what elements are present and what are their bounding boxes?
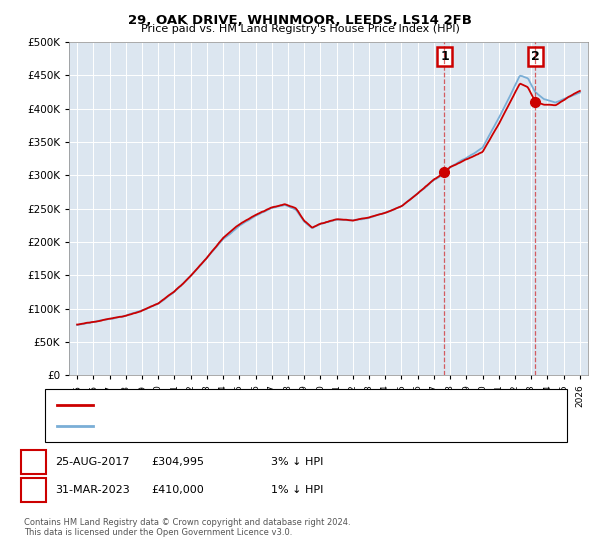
Text: 2: 2: [29, 483, 38, 497]
Text: 2: 2: [531, 50, 539, 63]
Text: Price paid vs. HM Land Registry's House Price Index (HPI): Price paid vs. HM Land Registry's House …: [140, 24, 460, 34]
Text: 3% ↓ HPI: 3% ↓ HPI: [271, 457, 323, 467]
Text: 1: 1: [29, 455, 38, 469]
Text: 25-AUG-2017: 25-AUG-2017: [55, 457, 130, 467]
Text: 1% ↓ HPI: 1% ↓ HPI: [271, 485, 323, 495]
Text: £410,000: £410,000: [151, 485, 204, 495]
Text: 31-MAR-2023: 31-MAR-2023: [55, 485, 130, 495]
Text: 1: 1: [440, 50, 449, 63]
Text: £304,995: £304,995: [151, 457, 204, 467]
Text: 29, OAK DRIVE, WHINMOOR, LEEDS, LS14 2FB: 29, OAK DRIVE, WHINMOOR, LEEDS, LS14 2FB: [128, 14, 472, 27]
Text: 29, OAK DRIVE, WHINMOOR, LEEDS, LS14 2FB (detached house): 29, OAK DRIVE, WHINMOOR, LEEDS, LS14 2FB…: [99, 400, 434, 410]
Text: HPI: Average price, detached house, Leeds: HPI: Average price, detached house, Leed…: [99, 421, 322, 431]
Text: Contains HM Land Registry data © Crown copyright and database right 2024.
This d: Contains HM Land Registry data © Crown c…: [24, 518, 350, 538]
